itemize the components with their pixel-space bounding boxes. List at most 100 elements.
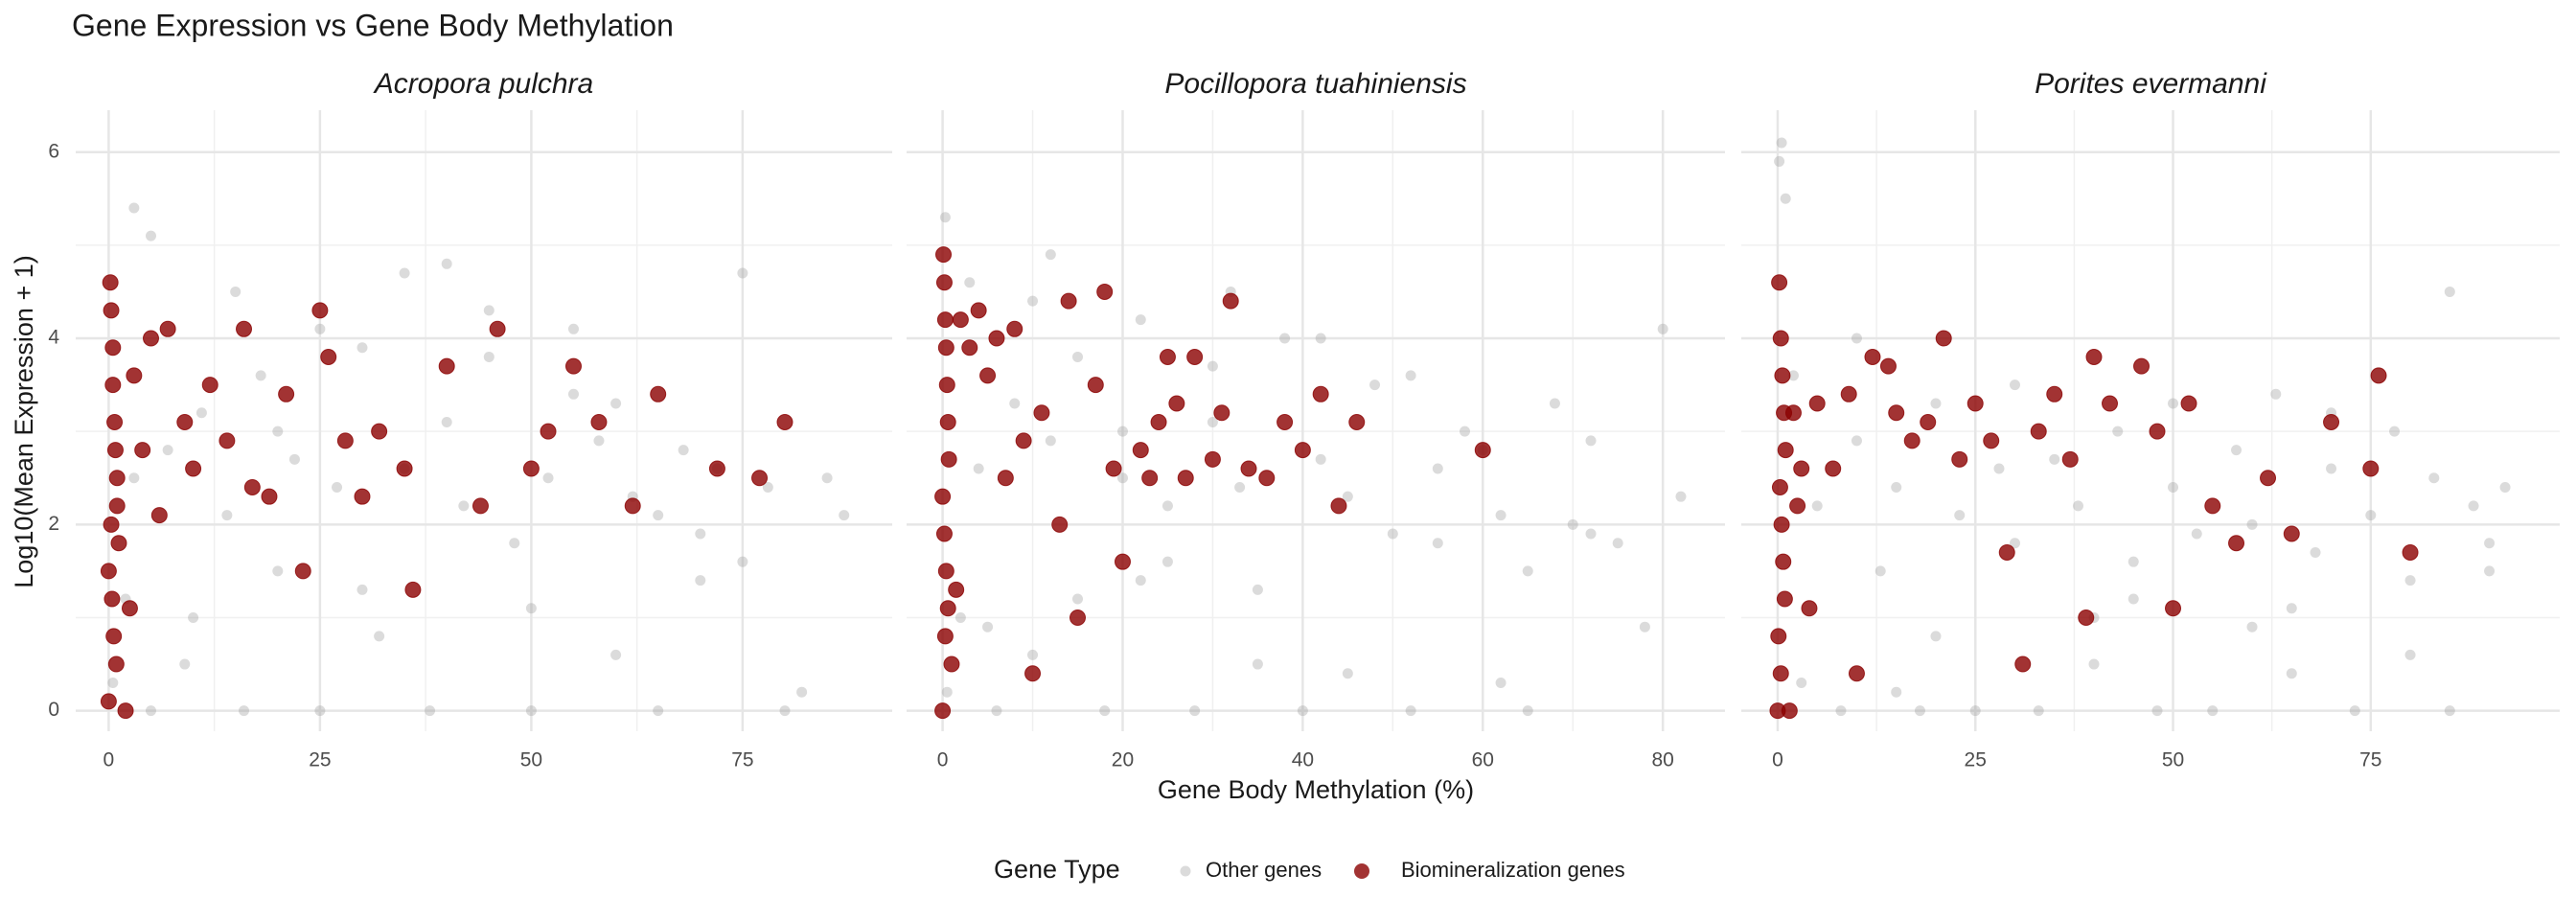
point xyxy=(2204,497,2221,515)
point xyxy=(1851,435,1862,447)
point xyxy=(653,705,664,717)
point xyxy=(483,351,494,362)
point xyxy=(1204,450,1221,468)
point xyxy=(1009,398,1021,409)
point xyxy=(441,416,452,427)
point xyxy=(650,385,667,402)
point xyxy=(737,556,748,567)
point xyxy=(2283,525,2300,542)
point xyxy=(336,432,354,449)
point xyxy=(1522,705,1533,717)
point xyxy=(1162,556,1173,567)
point xyxy=(1099,705,1111,717)
x-tick-label: 0 xyxy=(1772,749,1783,771)
point xyxy=(162,445,173,456)
point xyxy=(105,628,123,645)
point xyxy=(1405,370,1416,381)
point xyxy=(1954,510,1966,521)
point xyxy=(196,407,207,419)
point xyxy=(751,470,769,487)
point xyxy=(2128,593,2139,605)
point xyxy=(2323,413,2340,430)
point xyxy=(997,470,1014,487)
point xyxy=(1920,413,1937,430)
point xyxy=(936,311,954,329)
point xyxy=(1891,686,1902,698)
point xyxy=(1495,677,1506,688)
x-tick-label: 50 xyxy=(2162,749,2184,771)
point xyxy=(472,497,489,515)
x-tick-label: 75 xyxy=(2359,749,2381,771)
point xyxy=(1891,481,1902,493)
point xyxy=(937,563,954,580)
y-tick-label: 2 xyxy=(48,513,59,535)
point xyxy=(438,357,455,375)
point xyxy=(185,460,202,477)
legend-label: Other genes xyxy=(1206,858,1322,882)
point xyxy=(2286,668,2297,679)
point xyxy=(102,274,119,291)
point xyxy=(1874,565,1886,577)
series-0 xyxy=(939,212,1687,717)
legend-marker xyxy=(1180,865,1191,877)
point xyxy=(1342,491,1353,502)
point xyxy=(243,478,261,495)
point xyxy=(1116,472,1128,484)
point xyxy=(1162,500,1173,512)
point xyxy=(278,385,295,402)
point xyxy=(103,516,120,533)
point xyxy=(2033,705,2044,717)
point xyxy=(2009,380,2020,391)
point xyxy=(2009,538,2020,549)
x-tick-label: 0 xyxy=(937,749,949,771)
facet-title: Pocillopora tuahiniensis xyxy=(1164,68,1466,100)
point xyxy=(2180,395,2197,412)
x-tick-label: 75 xyxy=(731,749,753,771)
point xyxy=(179,658,191,670)
point xyxy=(2326,463,2337,474)
point xyxy=(1951,450,1968,468)
point xyxy=(1567,518,1578,530)
point xyxy=(1432,463,1443,474)
point xyxy=(1776,590,1793,608)
x-tick-label: 0 xyxy=(104,749,115,771)
point xyxy=(458,500,470,512)
point xyxy=(1369,380,1381,391)
point xyxy=(1840,385,1857,402)
point xyxy=(2231,445,2242,456)
point xyxy=(2484,565,2496,577)
legend-marker xyxy=(1354,863,1369,879)
point xyxy=(1864,348,1881,365)
series-0 xyxy=(1774,137,2511,717)
point xyxy=(1770,628,1787,645)
point xyxy=(261,488,278,505)
point xyxy=(567,323,579,334)
point xyxy=(1312,385,1329,402)
point xyxy=(1213,404,1230,422)
point xyxy=(104,339,122,356)
point xyxy=(1811,500,1823,512)
point xyxy=(540,423,557,440)
point xyxy=(1993,463,2005,474)
point xyxy=(935,246,953,264)
point xyxy=(839,510,850,521)
point xyxy=(948,581,965,598)
point xyxy=(100,563,117,580)
point xyxy=(954,611,966,623)
point xyxy=(2499,481,2511,493)
point xyxy=(356,342,368,354)
point xyxy=(2168,398,2179,409)
point xyxy=(1789,497,1806,515)
point xyxy=(159,320,176,337)
point xyxy=(779,705,791,717)
point xyxy=(126,367,143,384)
point xyxy=(1930,631,1942,642)
point xyxy=(128,472,140,484)
point xyxy=(2246,621,2258,632)
point xyxy=(2270,388,2282,400)
point xyxy=(590,413,608,430)
point xyxy=(1773,516,1790,533)
point xyxy=(1774,367,1791,384)
point xyxy=(593,435,605,447)
point xyxy=(332,481,343,493)
